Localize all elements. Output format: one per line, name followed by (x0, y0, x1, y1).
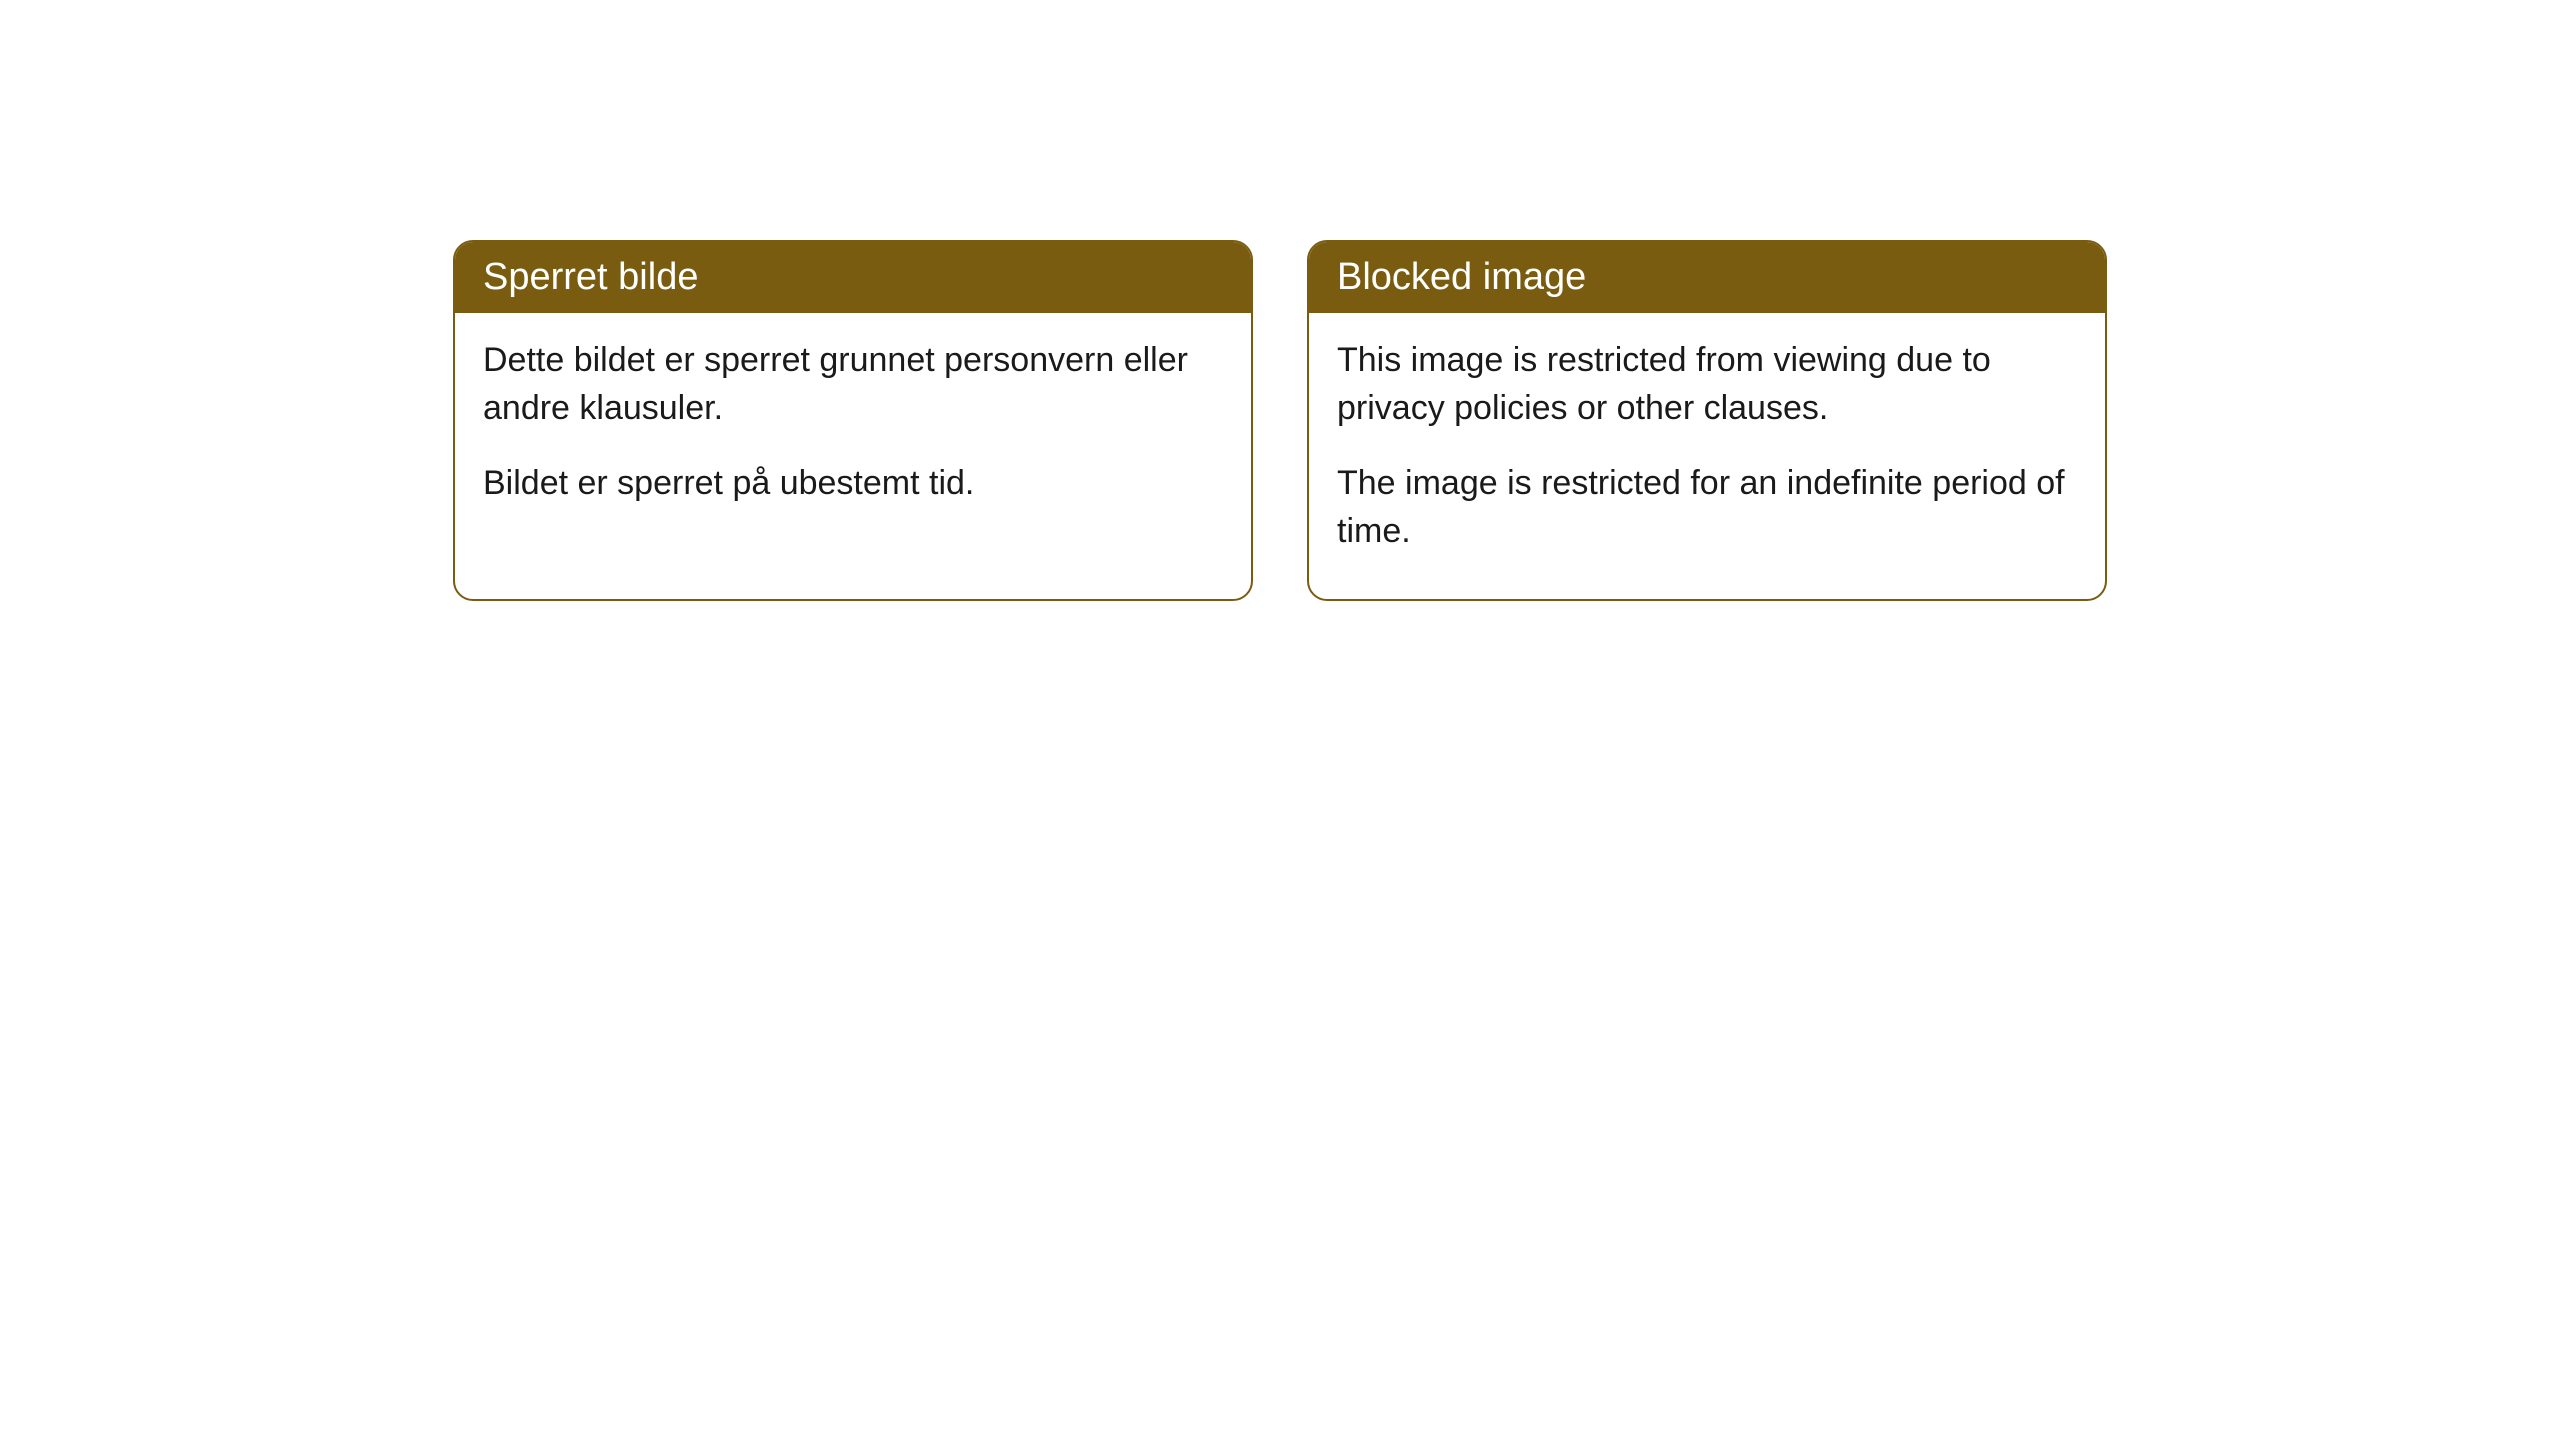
card-title: Sperret bilde (483, 256, 698, 298)
card-body: This image is restricted from viewing du… (1309, 313, 2105, 599)
card-body: Dette bildet er sperret grunnet personve… (455, 313, 1251, 552)
blocked-image-card-norwegian: Sperret bilde Dette bildet er sperret gr… (453, 240, 1253, 601)
blocked-image-card-english: Blocked image This image is restricted f… (1307, 240, 2107, 601)
card-paragraph: This image is restricted from viewing du… (1337, 337, 2077, 432)
card-title: Blocked image (1337, 256, 1586, 298)
card-paragraph: Dette bildet er sperret grunnet personve… (483, 337, 1223, 432)
card-header: Sperret bilde (455, 242, 1251, 313)
card-paragraph: The image is restricted for an indefinit… (1337, 460, 2077, 555)
card-header: Blocked image (1309, 242, 2105, 313)
card-paragraph: Bildet er sperret på ubestemt tid. (483, 460, 1223, 508)
notice-container: Sperret bilde Dette bildet er sperret gr… (453, 240, 2107, 601)
